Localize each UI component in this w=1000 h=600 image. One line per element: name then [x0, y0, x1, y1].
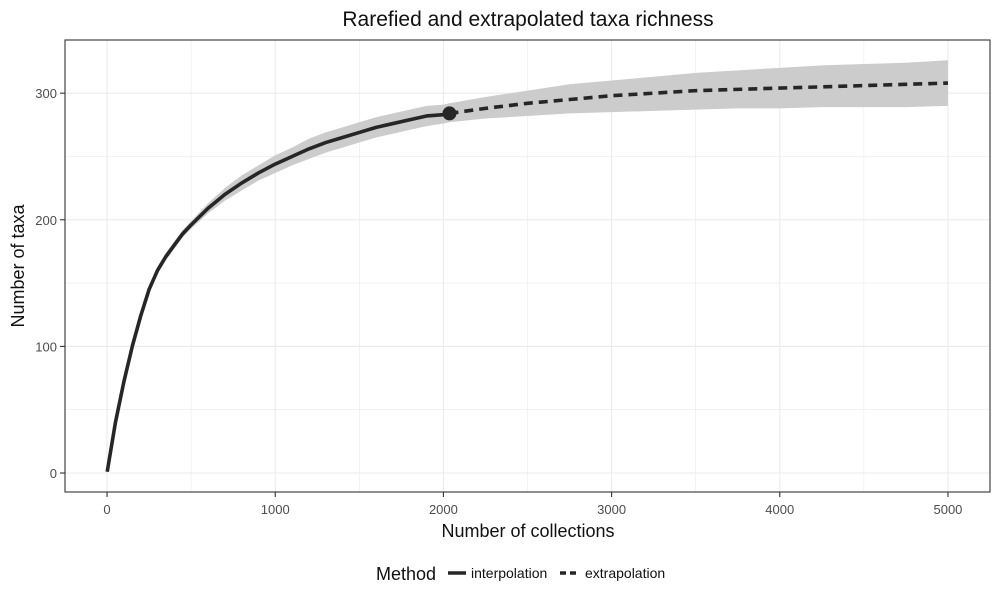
confidence-ribbon-extrapolation	[449, 60, 948, 123]
x-tick-label: 1000	[261, 502, 290, 517]
y-tick-label: 100	[35, 339, 57, 354]
x-axis-title: Number of collections	[441, 521, 614, 541]
series-line-interpolation	[105, 111, 450, 473]
x-tick-label: 3000	[597, 502, 626, 517]
legend-title: Method	[376, 564, 436, 584]
chart-title: Rarefied and extrapolated taxa richness	[342, 8, 713, 31]
legend: Method interpolation extrapolation	[376, 564, 665, 584]
series-lines	[105, 81, 949, 473]
y-tick-label: 0	[50, 466, 57, 481]
legend-label-interpolation: interpolation	[471, 565, 547, 581]
y-tick-label: 300	[35, 86, 57, 101]
legend-label-extrapolation: extrapolation	[585, 565, 665, 581]
y-tick-label: 200	[35, 213, 57, 228]
x-axis-ticks: 0 1000 2000 3000 4000 5000	[103, 492, 962, 517]
x-tick-label: 0	[103, 502, 110, 517]
x-tick-label: 5000	[933, 502, 962, 517]
series-line-extrapolation	[449, 81, 949, 116]
x-tick-label: 4000	[765, 502, 794, 517]
y-axis-title: Number of taxa	[8, 203, 28, 327]
plot-panel-border	[64, 39, 991, 493]
observed-point	[442, 106, 457, 121]
confidence-ribbons	[107, 60, 948, 472]
x-tick-label: 2000	[429, 502, 458, 517]
y-axis-ticks: 0 100 200 300	[35, 86, 65, 481]
observed-points	[442, 106, 457, 121]
